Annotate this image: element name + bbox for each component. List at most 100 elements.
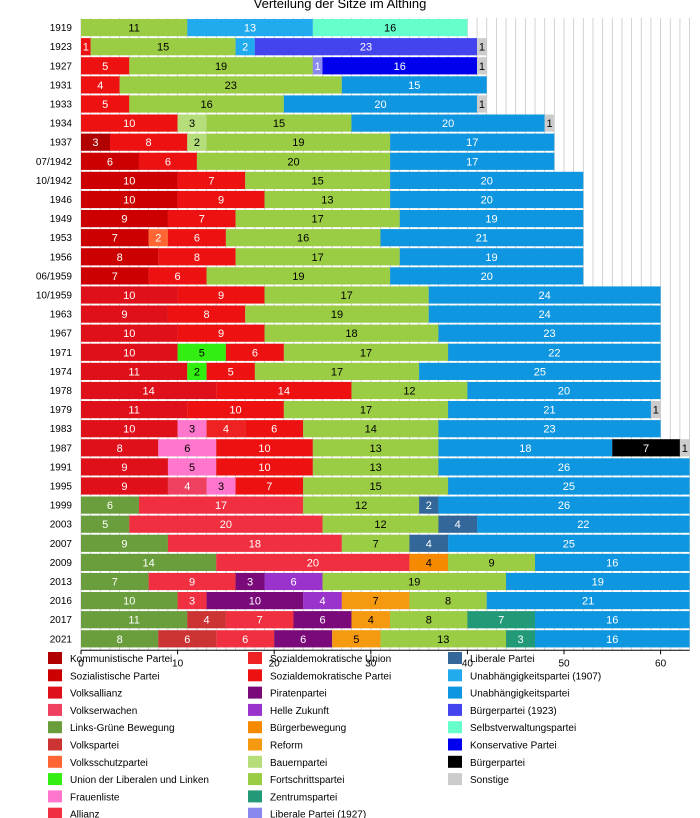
bar-value-label: 2 [426,500,432,512]
bar-value-label: 9 [121,538,127,550]
bar-2013-hz [264,572,323,591]
year-label-1931: 1931 [50,80,73,91]
bar-value-label: 13 [370,462,382,474]
bar-value-label: 20 [220,519,232,531]
year-label-1999: 1999 [50,501,73,512]
bar-2009-al [216,553,410,571]
bar-value-label: 5 [199,347,205,359]
bar-1971-va [81,343,178,361]
bar-value-label: 11 [128,366,139,378]
bar-value-label: 2 [242,42,248,54]
bar-1971-sd [225,343,284,361]
year-label-2007: 2007 [50,539,73,550]
legend-swatch-lg [48,721,62,734]
bar-value-label: 1 [653,405,659,417]
bar-value-label: 23 [543,328,555,340]
legend-label-kp: Kommunistische Partei [70,654,172,665]
bar-value-label: 6 [319,615,325,627]
bar-value-label: 6 [175,271,181,283]
year-label-1933: 1933 [50,100,73,111]
bar-value-label: 17 [360,347,372,359]
year-label-1934: 1934 [50,119,73,130]
bar-1956-sp [81,248,159,266]
bar-value-label: 11 [128,615,139,627]
bar-value-label: 20 [442,118,454,130]
bar-1999-lg [81,496,139,514]
legend-swatch-hz [248,703,262,716]
bar-1937-bp [187,133,207,151]
bar-value-label: 4 [455,519,461,531]
bar-1946-sd [177,190,265,209]
bar-1934-bp [177,114,207,132]
bar-1949-sp [81,210,168,228]
bar-value-label: 18 [249,538,261,550]
bar-value-label: 5 [353,634,359,646]
bar-2017-lg [81,611,188,629]
bar-1983-fl [177,420,207,438]
bar-value-label: 4 [184,481,190,493]
bar-value-label: 7 [208,175,214,187]
bar-value-label: 7 [373,538,379,550]
legend-label-ko: Konservative Partei [470,741,557,752]
bar-value-label: 1 [682,443,688,455]
bar-value-label: 14 [142,386,154,398]
bar-06-1959-sp [81,267,149,285]
bar-2013-lg [81,572,149,591]
bar-value-label: 22 [577,519,589,531]
bar-value-label: 24 [539,290,551,302]
year-label-1991: 1991 [50,462,73,473]
bar-2007-fp [341,534,410,552]
legend-swatch-bu [448,755,462,768]
year-label-1995: 1995 [50,482,73,493]
bar-value-label: 21 [543,405,555,417]
bar-value-label: 15 [312,175,324,187]
legend-swatch-vw [48,703,62,716]
bar-06-1959-up [390,267,584,285]
bar-2017-al [225,611,294,629]
bar-1995-vw [167,477,207,495]
bar-1927-ko [322,57,478,75]
bar-2009-fp [448,553,536,571]
bar-1933-up [283,95,478,113]
bar-1934-sd [81,114,178,132]
legend-label-sd: Sozialdemokratische Partei [270,671,391,682]
bar-value-label: 2 [194,366,200,378]
legend-swatch-up07 [448,669,462,682]
bar-1974-up [419,362,661,380]
bar-value-label: 1 [479,42,485,54]
legend-label-bb: Bürgerbewegung [270,723,346,734]
bar-2016-pi [206,592,304,610]
bar-1999-al [138,496,304,514]
bar-1953-sd [167,229,226,247]
bar-1978-up [467,381,661,400]
bar-1995-sd [235,477,304,495]
bar-value-label: 16 [384,23,396,35]
bar-value-label: 1 [315,61,321,73]
bar-2021-al [216,630,275,648]
bar-1956-fp [235,248,400,266]
bar-value-label: 10 [123,290,135,302]
bar-1987-up [438,439,613,457]
bar-1979-so [650,401,661,419]
bar-value-label: 7 [199,214,205,226]
year-label-1919: 1919 [50,23,73,34]
x-tick-label: 60 [655,658,667,669]
legend-swatch-rf [248,738,262,751]
bar-value-label: 9 [218,195,224,207]
year-label-1946: 1946 [50,195,73,206]
bar-2013-pi [235,572,265,591]
bar-1978-sd [216,381,352,400]
bar-value-label: 7 [643,443,649,455]
bar-value-label: 1 [83,42,89,54]
legend-swatch-zp [248,790,262,803]
legend-swatch-sd [248,669,262,682]
bar-value-label: 2 [155,233,161,245]
bar-value-label: 25 [563,481,575,493]
year-label-10-1959: 10/1959 [36,291,73,302]
bar-value-label: 6 [290,577,296,589]
bar-value-label: 3 [517,634,523,646]
bar-2017-rf [351,611,391,629]
year-label-1963: 1963 [50,310,73,321]
bar-value-label: 17 [466,137,478,149]
bar-07-1942-up [390,152,555,170]
